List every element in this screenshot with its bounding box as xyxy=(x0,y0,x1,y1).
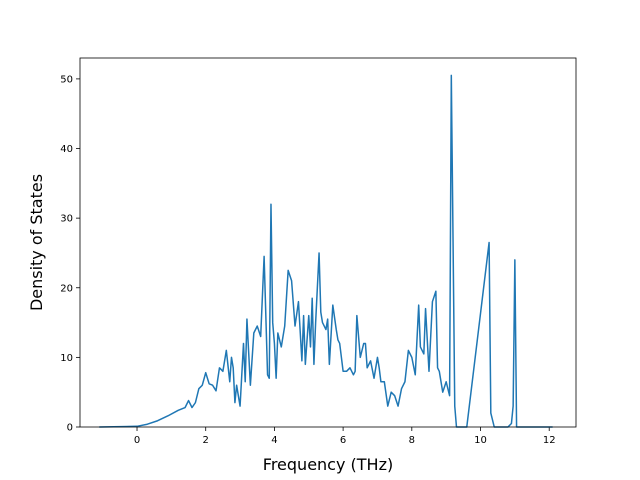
x-tick-label: 0 xyxy=(134,435,140,446)
plot-area xyxy=(80,58,576,427)
x-tick-label: 12 xyxy=(543,435,556,446)
x-tick-label: 2 xyxy=(203,435,209,446)
x-tick-label: 8 xyxy=(409,435,415,446)
y-tick-label: 10 xyxy=(60,353,73,364)
y-tick-label: 0 xyxy=(67,423,73,434)
y-axis-ticks: 0 10 20 30 40 50 xyxy=(60,74,80,434)
y-tick-label: 20 xyxy=(60,283,73,294)
y-tick-label: 30 xyxy=(60,214,73,225)
y-axis-label: Density of States xyxy=(27,174,46,311)
x-tick-label: 4 xyxy=(271,435,277,446)
x-tick-label: 10 xyxy=(474,435,487,446)
x-tick-label: 6 xyxy=(340,435,346,446)
plot-frame xyxy=(79,57,577,428)
y-tick-label: 40 xyxy=(60,144,73,155)
x-axis-label: Frequency (THz) xyxy=(263,455,393,474)
y-tick-label: 50 xyxy=(60,74,73,85)
series-line-dos xyxy=(99,74,553,428)
